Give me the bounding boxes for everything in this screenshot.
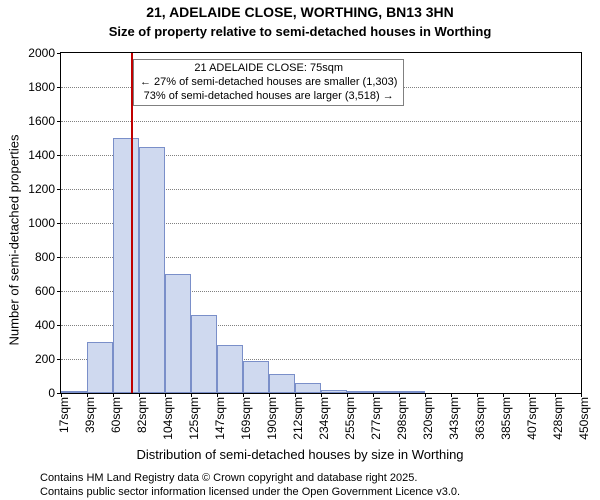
footer-line-1: Contains HM Land Registry data © Crown c… bbox=[40, 472, 592, 484]
gridline bbox=[61, 121, 581, 122]
histogram-plot: 020040060080010001200140016001800200017s… bbox=[60, 52, 582, 394]
y-tick-label: 400 bbox=[35, 318, 61, 332]
histogram-bar bbox=[243, 361, 269, 393]
y-axis-label: Number of semi-detached properties bbox=[7, 135, 22, 346]
x-tick-label: 17sqm bbox=[57, 397, 71, 433]
histogram-bar bbox=[217, 345, 243, 393]
y-tick-label: 200 bbox=[35, 352, 61, 366]
x-tick-label: 39sqm bbox=[83, 397, 97, 433]
y-tick-label: 1000 bbox=[28, 216, 61, 230]
y-tick-label: 1400 bbox=[28, 148, 61, 162]
y-tick-label: 800 bbox=[35, 250, 61, 264]
annotation-box: 21 ADELAIDE CLOSE: 75sqm← 27% of semi-de… bbox=[133, 59, 404, 106]
x-axis-label: Distribution of semi-detached houses by … bbox=[0, 447, 600, 462]
page-subtitle: Size of property relative to semi-detach… bbox=[0, 24, 600, 39]
histogram-bar bbox=[61, 391, 87, 393]
histogram-bar bbox=[113, 138, 139, 393]
histogram-bar bbox=[295, 383, 321, 393]
x-tick-label: 147sqm bbox=[213, 397, 227, 440]
annotation-line: 73% of semi-detached houses are larger (… bbox=[140, 90, 397, 104]
x-tick-label: 277sqm bbox=[369, 397, 383, 440]
y-tick-label: 600 bbox=[35, 284, 61, 298]
y-tick-label: 1200 bbox=[28, 182, 61, 196]
x-tick-label: 428sqm bbox=[551, 397, 565, 440]
histogram-bar bbox=[399, 391, 425, 393]
histogram-bar bbox=[165, 274, 191, 393]
histogram-bar bbox=[347, 391, 373, 393]
x-tick-label: 234sqm bbox=[317, 397, 331, 440]
histogram-bar bbox=[191, 315, 217, 393]
annotation-line: ← 27% of semi-detached houses are smalle… bbox=[140, 76, 397, 90]
histogram-bar bbox=[87, 342, 113, 393]
footer-line-2: Contains public sector information licen… bbox=[40, 486, 592, 498]
x-tick-label: 82sqm bbox=[135, 397, 149, 433]
x-tick-label: 298sqm bbox=[395, 397, 409, 440]
x-tick-label: 407sqm bbox=[525, 397, 539, 440]
histogram-bar bbox=[373, 391, 399, 393]
x-tick-label: 320sqm bbox=[421, 397, 435, 440]
x-tick-label: 450sqm bbox=[577, 397, 591, 440]
x-tick-label: 363sqm bbox=[473, 397, 487, 440]
x-tick-label: 190sqm bbox=[265, 397, 279, 440]
x-tick-label: 104sqm bbox=[161, 397, 175, 440]
x-tick-label: 255sqm bbox=[343, 397, 357, 440]
y-tick-label: 1800 bbox=[28, 80, 61, 94]
histogram-bar bbox=[269, 374, 295, 393]
y-tick-label: 1600 bbox=[28, 114, 61, 128]
y-tick-label: 2000 bbox=[28, 46, 61, 60]
histogram-bar bbox=[321, 390, 347, 393]
x-tick-label: 343sqm bbox=[447, 397, 461, 440]
x-tick-label: 60sqm bbox=[109, 397, 123, 433]
x-tick-label: 169sqm bbox=[239, 397, 253, 440]
x-tick-label: 125sqm bbox=[187, 397, 201, 440]
annotation-line: 21 ADELAIDE CLOSE: 75sqm bbox=[140, 62, 397, 76]
page-title: 21, ADELAIDE CLOSE, WORTHING, BN13 3HN bbox=[0, 4, 600, 20]
x-tick-label: 212sqm bbox=[291, 397, 305, 440]
x-tick-label: 385sqm bbox=[499, 397, 513, 440]
histogram-bar bbox=[139, 147, 165, 394]
